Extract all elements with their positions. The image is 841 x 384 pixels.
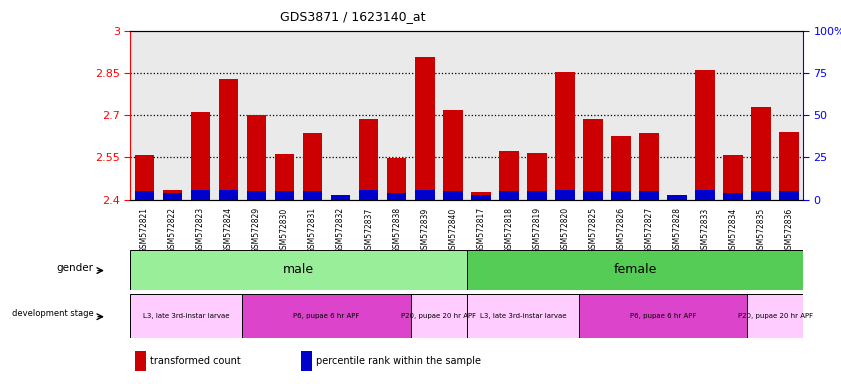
Bar bbox=[667, 195, 687, 200]
Text: percentile rank within the sample: percentile rank within the sample bbox=[316, 356, 481, 366]
Bar bbox=[583, 191, 603, 200]
Bar bbox=[443, 110, 463, 200]
Bar bbox=[780, 191, 799, 200]
Bar bbox=[635, 31, 663, 200]
Bar bbox=[495, 31, 523, 200]
Bar bbox=[579, 31, 607, 200]
Text: transformed count: transformed count bbox=[150, 356, 241, 366]
Bar bbox=[499, 151, 519, 200]
Bar bbox=[471, 195, 490, 200]
Bar bbox=[471, 192, 490, 200]
Bar bbox=[191, 111, 210, 200]
Bar bbox=[696, 190, 715, 200]
Bar bbox=[158, 31, 187, 200]
Text: P20, pupae 20 hr APF: P20, pupae 20 hr APF bbox=[738, 313, 812, 319]
Bar bbox=[747, 31, 775, 200]
Bar bbox=[275, 191, 294, 200]
Bar bbox=[467, 31, 495, 200]
Bar bbox=[187, 31, 214, 200]
Bar bbox=[331, 198, 351, 200]
Text: development stage: development stage bbox=[12, 309, 94, 318]
Bar bbox=[775, 31, 803, 200]
Bar bbox=[611, 191, 631, 200]
Bar bbox=[130, 250, 467, 290]
Text: P6, pupae 6 hr APF: P6, pupae 6 hr APF bbox=[630, 313, 696, 319]
Bar bbox=[130, 31, 158, 200]
Bar bbox=[780, 132, 799, 200]
Bar bbox=[607, 31, 635, 200]
Bar bbox=[387, 193, 406, 200]
Bar bbox=[162, 190, 182, 200]
Bar bbox=[723, 155, 743, 200]
Bar bbox=[523, 31, 551, 200]
Bar bbox=[135, 191, 154, 200]
Bar bbox=[663, 31, 691, 200]
Bar bbox=[611, 136, 631, 200]
Bar bbox=[751, 191, 771, 200]
Bar bbox=[555, 190, 574, 200]
Bar bbox=[499, 191, 519, 200]
Text: gender: gender bbox=[57, 263, 94, 273]
Bar bbox=[551, 31, 579, 200]
Bar bbox=[301, 351, 312, 371]
Bar bbox=[719, 31, 747, 200]
Bar bbox=[242, 294, 410, 338]
Bar bbox=[162, 193, 182, 200]
Bar bbox=[246, 191, 267, 200]
Bar bbox=[410, 294, 467, 338]
Bar bbox=[135, 156, 154, 200]
Bar bbox=[219, 79, 238, 200]
Bar bbox=[443, 191, 463, 200]
Bar bbox=[246, 115, 267, 200]
Bar bbox=[527, 153, 547, 200]
Bar bbox=[467, 250, 803, 290]
Text: GDS3871 / 1623140_at: GDS3871 / 1623140_at bbox=[280, 10, 426, 23]
Bar bbox=[303, 132, 322, 200]
Bar bbox=[410, 31, 439, 200]
Bar bbox=[299, 31, 326, 200]
Bar bbox=[331, 195, 351, 200]
Bar bbox=[303, 191, 322, 200]
Bar bbox=[747, 294, 803, 338]
Bar bbox=[467, 294, 579, 338]
Bar bbox=[415, 190, 435, 200]
Text: L3, late 3rd-instar larvae: L3, late 3rd-instar larvae bbox=[479, 313, 566, 319]
Bar bbox=[639, 191, 659, 200]
Bar bbox=[691, 31, 719, 200]
Bar bbox=[383, 31, 410, 200]
Bar bbox=[667, 196, 687, 200]
Text: male: male bbox=[283, 263, 315, 276]
Bar bbox=[242, 31, 271, 200]
Bar bbox=[751, 107, 771, 200]
Bar bbox=[723, 193, 743, 200]
Bar bbox=[271, 31, 299, 200]
Bar bbox=[439, 31, 467, 200]
Bar bbox=[219, 190, 238, 200]
Bar bbox=[359, 119, 378, 200]
Text: female: female bbox=[613, 263, 657, 276]
Bar bbox=[555, 71, 574, 200]
Bar bbox=[639, 133, 659, 200]
Bar bbox=[326, 31, 355, 200]
Bar bbox=[130, 294, 242, 338]
Text: L3, late 3rd-instar larvae: L3, late 3rd-instar larvae bbox=[143, 313, 230, 319]
Text: P20, pupae 20 hr APF: P20, pupae 20 hr APF bbox=[401, 313, 476, 319]
Bar bbox=[355, 31, 383, 200]
Bar bbox=[696, 70, 715, 200]
Bar bbox=[275, 154, 294, 200]
Bar bbox=[527, 191, 547, 200]
Bar bbox=[214, 31, 242, 200]
Text: P6, pupae 6 hr APF: P6, pupae 6 hr APF bbox=[294, 313, 360, 319]
Bar bbox=[387, 158, 406, 200]
Bar bbox=[579, 294, 747, 338]
Bar bbox=[415, 58, 435, 200]
Bar bbox=[135, 351, 145, 371]
Bar bbox=[191, 190, 210, 200]
Bar bbox=[359, 190, 378, 200]
Bar bbox=[583, 119, 603, 200]
